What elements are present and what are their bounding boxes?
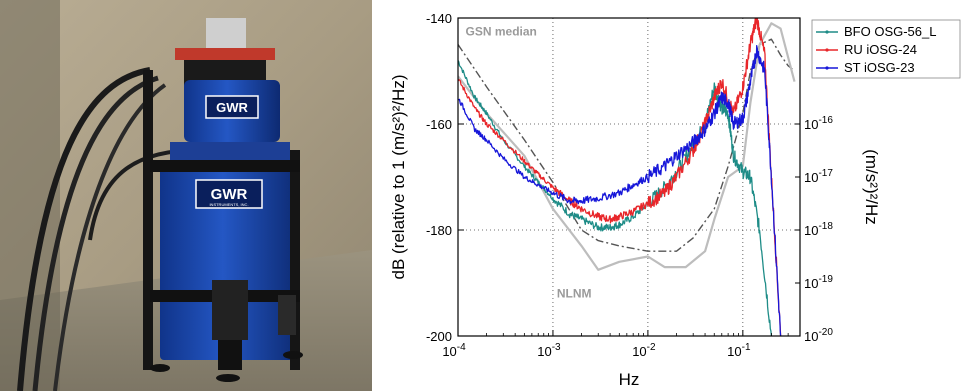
series-line-ru-iosg-24	[458, 18, 782, 336]
x-tick-label: 10-3	[537, 342, 561, 359]
y-axis-right-title: (m/s²)²/Hz	[862, 149, 881, 225]
y-axis-title: dB (relative to 1 (m/s²)²/Hz)	[389, 75, 408, 280]
x-tick-label: 10-2	[632, 342, 656, 359]
legend-marker	[825, 48, 829, 52]
y-right-tick-label: 10-17	[804, 168, 833, 185]
y-tick-label: -180	[426, 223, 452, 238]
y-tick-label: -200	[426, 329, 452, 344]
legend-marker	[825, 30, 829, 34]
y-tick-label: -160	[426, 117, 452, 132]
instrument-photo: GWR GWR INSTRUMENTS, INC.	[0, 0, 372, 391]
y-right-tick-label: 10-19	[804, 274, 833, 291]
legend-label: ST iOSG-23	[844, 60, 915, 75]
axis-layer: 10-4 10-3 10-2 10-1 -140 -160 -180 -200 10-16 10-…	[426, 11, 833, 359]
logo-sub: INSTRUMENTS, INC.	[209, 202, 248, 207]
series-line-st-iosg-23	[458, 44, 782, 336]
chart-annotation: GSN median	[466, 24, 537, 38]
series-line-gsn-median	[458, 38, 795, 252]
y-right-tick-label: 10-16	[804, 115, 833, 132]
chart-grid	[458, 18, 800, 336]
x-axis-title: Hz	[619, 370, 640, 389]
logo-bottom: GWR	[211, 186, 248, 203]
legend-label: BFO OSG-56_L	[844, 24, 936, 39]
chart-annotation: NLNM	[557, 287, 592, 301]
psd-chart: 10-4 10-3 10-2 10-1 -140 -160 -180 -200 10-16 10-…	[389, 11, 961, 389]
y-right-tick-label: 10-18	[804, 221, 833, 238]
y-tick-label: -140	[426, 11, 452, 26]
series-layer	[458, 18, 796, 336]
x-tick-label: 10-1	[727, 342, 751, 359]
x-tick-label: 10-4	[442, 342, 466, 359]
logo-top: GWR	[216, 100, 248, 115]
legend: BFO OSG-56_L RU iOSG-24 ST iOSG-23	[811, 19, 961, 79]
legend-marker	[825, 66, 829, 70]
y-right-tick-label: 10-20	[804, 327, 833, 344]
series-line-nlnm	[458, 22, 796, 271]
legend-label: RU iOSG-24	[844, 42, 917, 57]
annotation-layer: GSN median NLNM	[466, 24, 592, 300]
